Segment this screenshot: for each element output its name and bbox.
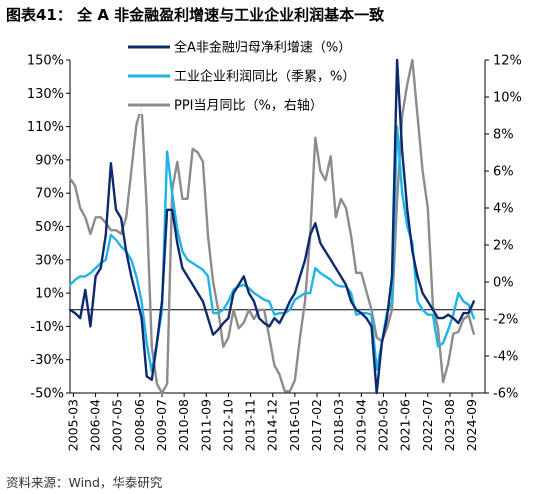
legend-bg: [127, 38, 317, 56]
x-tick-label: 2011-09: [198, 399, 213, 451]
y-left-tick-label: -30%: [30, 353, 64, 368]
series-line-3: [68, 58, 475, 395]
y-left-tick-label: -50%: [30, 387, 64, 402]
y-axis-left: 150% 130% 110% 90% 70% 50% 30% 10% -10% -30% -50%: [27, 54, 70, 402]
legend-label-1: 全A非金融归母净利增速（%）: [174, 40, 351, 56]
legend-bg: [127, 96, 317, 114]
y-left-tick-label: 10%: [35, 287, 64, 302]
y-right-tick-label: -4%: [493, 350, 518, 365]
y-right-tick-label: -6%: [493, 387, 518, 402]
series-layer: [68, 58, 475, 395]
y-left-tick-label: 50%: [35, 220, 64, 235]
y-right-tick-label: 8%: [493, 128, 514, 143]
x-tick-label: 2020-05: [375, 399, 390, 451]
x-tick-label: 2007-05: [110, 399, 125, 451]
y-left-tick-label: 70%: [35, 187, 64, 202]
y-axis-right: 12% 10% 8% 6% 4% 2% 0% -2% -4% -6%: [485, 54, 522, 402]
y-right-tick-label: 10%: [493, 91, 522, 106]
chart: 150%130%110%90%70%50%30%10%-10%-30%-50% …: [27, 38, 522, 451]
y-left-tick-label: 30%: [35, 253, 64, 268]
y-right-tick-label: -2%: [493, 313, 518, 328]
x-tick-label: 2014-12: [265, 399, 280, 451]
y-right-tick-label: 12%: [493, 54, 522, 69]
x-tick-label: 2018-03: [331, 399, 346, 451]
legend-label-2: 工业企业利润同比（季累，%）: [174, 69, 355, 85]
series-line-2: [68, 125, 475, 373]
x-tick-label: 2016-01: [287, 399, 302, 451]
x-tick-label: 2021-06: [398, 399, 413, 451]
x-tick-label: 2023-08: [442, 399, 457, 451]
x-axis: 2005-03 2006-04 2007-05 2008-06 2009-07 2010-…: [65, 393, 479, 451]
y-left-tick-label: 150%: [27, 54, 64, 69]
y-right-tick-label: 6%: [493, 165, 514, 180]
x-tick-label: 2010-08: [176, 399, 191, 451]
legend-bg: [127, 67, 317, 85]
x-tick-label: 2009-07: [154, 399, 169, 451]
y-left-tick-label: 110%: [27, 120, 64, 135]
y-left-tick-label: 90%: [35, 153, 64, 168]
y-left-tick-label: -10%: [30, 320, 64, 335]
y-right-tick-label: 0%: [493, 276, 514, 291]
y-right-tick-label: 2%: [493, 239, 514, 254]
x-tick-label: 2012-10: [220, 399, 235, 451]
x-tick-label: 2006-04: [88, 399, 103, 451]
x-tick-label: 2024-09: [464, 399, 479, 451]
y-right-tick-label: 4%: [493, 202, 514, 217]
x-tick-label: 2019-04: [353, 399, 368, 451]
x-tick-label: 2017-02: [309, 399, 324, 451]
x-tick-label: 2005-03: [65, 399, 80, 451]
x-tick-label: 2008-06: [132, 399, 147, 451]
x-tick-label: 2013-11: [243, 399, 258, 451]
x-tick-label: 2022-07: [420, 399, 435, 451]
legend-label-3: PPI当月同比（%，右轴）: [174, 99, 323, 114]
figure-title: 图表41： 全 A 非金融盈利增速与工业企业利润基本一致: [6, 6, 385, 24]
legend: 全A非金融归母净利增速（%） 工业企业利润同比（季累，%） PPI当月同比（%，右轴…: [127, 38, 355, 114]
y-left-tick-label: 130%: [27, 87, 64, 102]
series-line-1: [68, 58, 475, 395]
source-note: 资料来源：Wind，华泰研究: [6, 475, 163, 490]
